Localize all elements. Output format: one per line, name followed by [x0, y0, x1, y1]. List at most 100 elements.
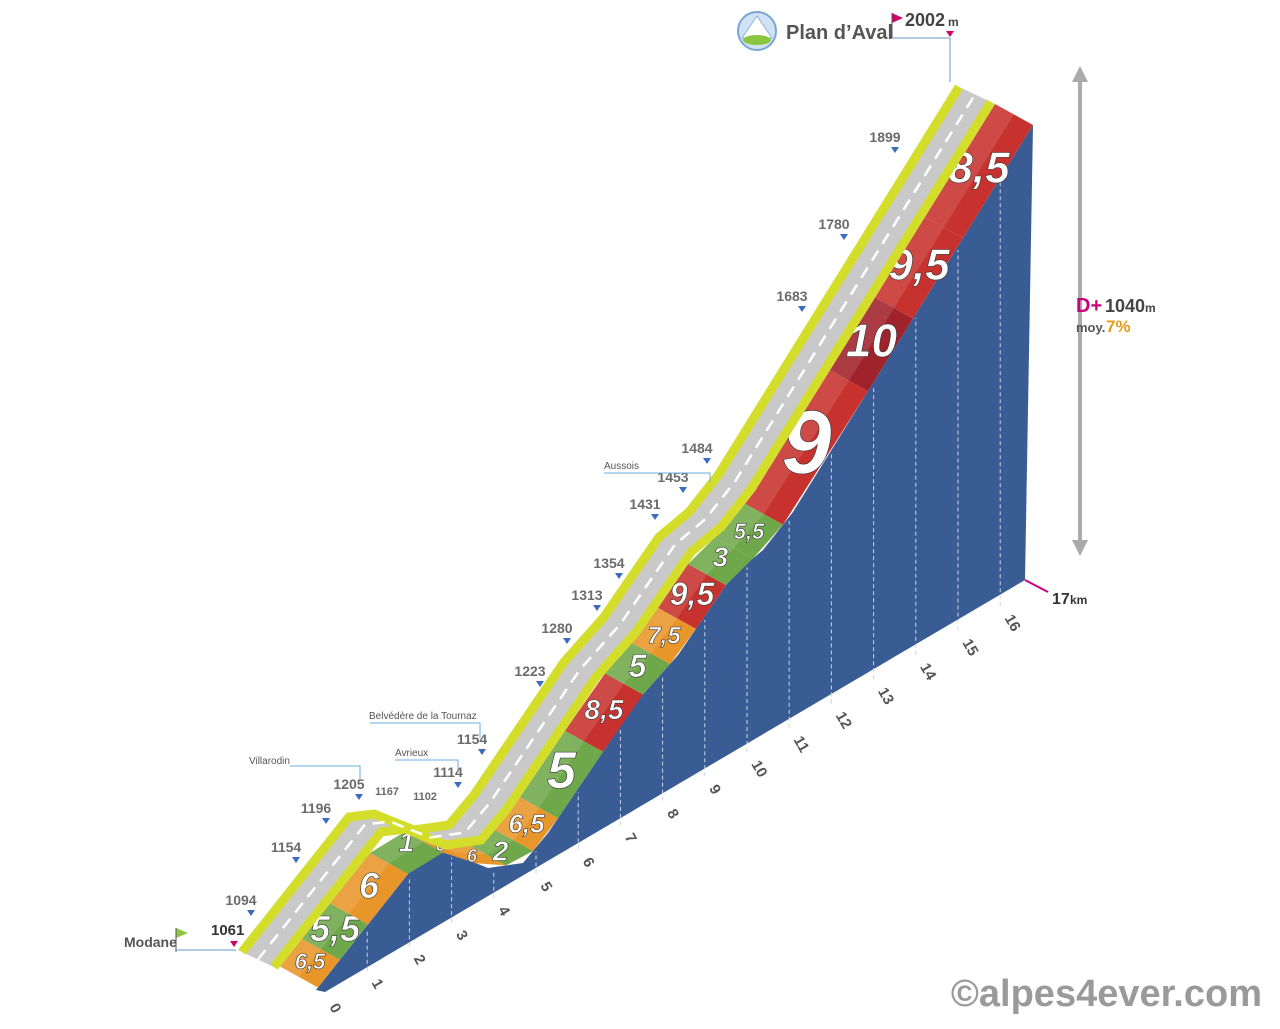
altitude-marker — [615, 573, 623, 579]
start-altitude: 1061 — [211, 922, 244, 939]
km-label: 3 — [452, 928, 471, 944]
gradient-label: 8,5 — [585, 694, 624, 725]
altitude-label: 1205 — [333, 776, 364, 792]
place-label: Aussois — [604, 461, 639, 472]
km-label: 16 — [1001, 612, 1024, 635]
gradient-segment — [302, 903, 368, 960]
summit-flag — [892, 13, 903, 23]
km-label: 11 — [790, 733, 813, 755]
place-leader — [395, 759, 459, 770]
gradient-label: 2 — [492, 835, 509, 866]
gradient-segment-shade — [632, 607, 677, 654]
gradient-segment — [280, 938, 340, 988]
km-label: 10 — [748, 758, 771, 781]
altitude-label: 1431 — [629, 496, 660, 512]
km-label: 14 — [916, 660, 939, 684]
gradient-label: 5 — [547, 742, 577, 800]
gradient-segment — [658, 564, 726, 629]
place-leader — [290, 765, 361, 780]
gradient-label: 6,5 — [295, 949, 326, 974]
gradient-segment — [330, 852, 408, 925]
avg-label: moy. — [1076, 320, 1105, 335]
km-label: 1 — [368, 976, 387, 992]
place-leader — [604, 472, 711, 482]
gradient-segment — [688, 537, 753, 586]
altitude-label: 1484 — [681, 440, 712, 456]
altitude-marker — [355, 794, 363, 800]
gradient-label: 6 — [359, 865, 380, 906]
gradient-segment-shade — [330, 852, 389, 914]
summit-icon-grass — [743, 35, 771, 45]
altitude-marker — [891, 147, 899, 153]
gain-value: 1040 — [1105, 296, 1145, 316]
start-name: Modane — [124, 934, 177, 950]
summit-unit: m — [948, 15, 959, 29]
road-edge-right — [270, 99, 995, 970]
altitude-label: 1102 — [413, 791, 437, 803]
altitude-marker — [292, 857, 300, 863]
altitude-label: 1313 — [571, 587, 602, 603]
gradient-segment-shade — [565, 673, 624, 742]
summit-marker — [946, 31, 954, 37]
gradient-label: 7,5 — [647, 623, 681, 650]
altitude-marker — [247, 910, 255, 916]
avg-value: 7% — [1106, 317, 1131, 336]
altitude-marker — [798, 306, 806, 312]
start-marker — [230, 941, 238, 947]
gradient-segment — [565, 673, 643, 752]
distance-value: 17 — [1052, 591, 1070, 608]
gradient-label: 3 — [713, 541, 729, 572]
gradient-segment-shade — [745, 370, 849, 515]
road-edge-left — [238, 84, 963, 955]
gradient-segment-shade — [605, 643, 651, 684]
gradient-segment-shade — [280, 938, 321, 977]
place-label: Avrieux — [395, 748, 428, 759]
altitude-label: 1223 — [514, 663, 545, 679]
gradient-segment — [370, 831, 443, 874]
distance-unit: km — [1070, 593, 1087, 607]
altitude-label: 1354 — [593, 555, 624, 571]
altitude-label: 1780 — [818, 216, 849, 232]
road — [238, 85, 995, 969]
gradient-segment-shade — [715, 503, 764, 548]
altitude-marker — [536, 681, 544, 687]
altitude-marker — [703, 458, 711, 464]
altitude-label: 1154 — [271, 839, 302, 855]
gradient-segment-shade — [520, 730, 584, 808]
gradient-segment-shade — [468, 830, 514, 855]
summit-name: Plan d’Aval — [786, 22, 893, 44]
gradient-segment-shade — [830, 297, 894, 381]
altitude-marker — [651, 514, 659, 520]
start-flag — [176, 928, 188, 938]
gain-label: D+ — [1076, 295, 1102, 317]
gradient-segment-shade — [370, 831, 424, 864]
altitude-marker — [454, 782, 462, 788]
gradient-label: 6 — [467, 846, 478, 866]
altitude-label: 1196 — [301, 800, 332, 816]
km-label: 5 — [537, 879, 556, 895]
km-label: 9 — [705, 782, 724, 798]
gradient-segment — [875, 216, 963, 319]
altitude-label: 1899 — [869, 129, 900, 145]
altitude-label: 1453 — [657, 469, 688, 485]
gradient-segment — [520, 730, 603, 819]
altitude-marker — [679, 487, 687, 493]
altitude-marker — [478, 749, 486, 755]
gradient-segment — [830, 297, 913, 392]
km-label: 8 — [663, 806, 682, 822]
place-label: Villarodin — [249, 756, 290, 767]
km-label: 12 — [832, 709, 855, 732]
gradient-segment-shade — [495, 797, 539, 841]
place-label: Belvédère de la Tournaz — [369, 711, 477, 722]
distance-leader — [1024, 579, 1049, 593]
altitude-label: 1280 — [541, 620, 572, 636]
km-label: 7 — [621, 830, 640, 846]
altitude-marker — [563, 638, 571, 644]
altitude-marker — [322, 818, 330, 824]
gradient-segment-shade — [658, 564, 707, 619]
altitude-label: 1114 — [433, 764, 463, 780]
gain-unit: m — [1145, 301, 1156, 315]
gradient-segment — [925, 104, 1033, 238]
altitude-marker — [593, 605, 601, 611]
